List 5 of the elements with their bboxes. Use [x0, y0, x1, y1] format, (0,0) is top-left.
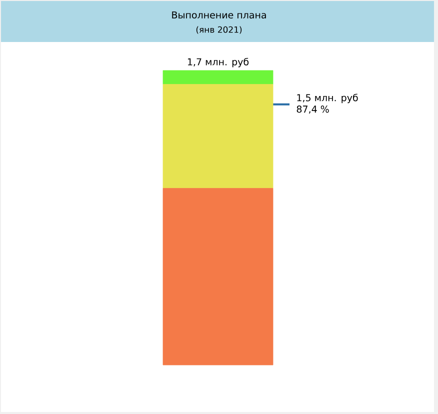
chart-title: Выполнение плана: [172, 11, 266, 19]
chart-subtitle: (янв 2021): [196, 26, 242, 34]
ref-line-label: 1,5 млн. руб: [297, 94, 358, 104]
text: 1,7 млн. руб: [188, 58, 249, 68]
text: 87,4 %: [296, 106, 329, 114]
